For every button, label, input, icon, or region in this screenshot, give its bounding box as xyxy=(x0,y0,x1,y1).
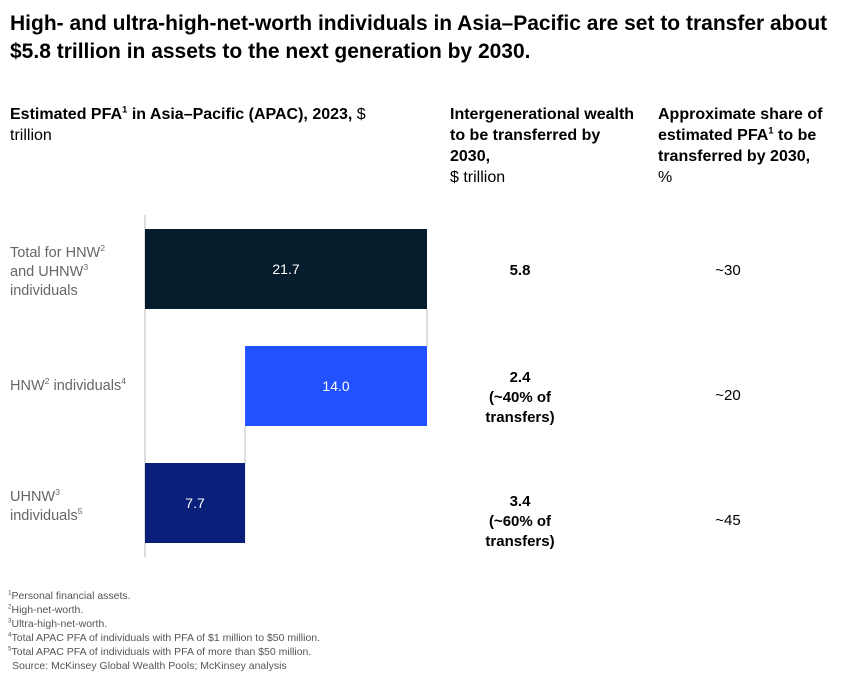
row-label-uhnw-a: UHNW xyxy=(10,489,56,505)
footnote-5-text: Total APAC PFA of individuals with PFA o… xyxy=(11,646,312,658)
header-pfa-unit: $ trillion xyxy=(10,106,366,144)
header-transfer-text: Intergenerational wealth to be transferr… xyxy=(450,106,635,165)
bar-value-label-uhnw: 7.7 xyxy=(185,495,205,511)
header-pfa-footnote-ref: 1 xyxy=(122,104,128,116)
footnote-4-marker: 4 xyxy=(8,631,12,639)
row-label-uhnw-sup-a: 3 xyxy=(55,487,60,498)
header-pfa-text-b: in Asia–Pacific (APAC), 2023, xyxy=(127,106,353,123)
header-share-text-b: to be transferred by 2030, xyxy=(658,127,817,165)
row-label-hnw-a: HNW xyxy=(10,378,45,394)
row-label-uhnw-sup-b: 5 xyxy=(77,506,83,517)
footnote-1-text: Personal financial assets. xyxy=(11,590,131,602)
bar-hnw xyxy=(245,346,427,426)
row-label-total: Total for HNW2 and UHNW3 individuals xyxy=(10,244,140,301)
row-label-total-b: and UHNW xyxy=(10,264,84,280)
transfer-hnw-line-2: (~40% of xyxy=(488,389,552,406)
footnote-2-marker: 2 xyxy=(8,603,12,611)
bar-uhnw xyxy=(145,463,246,543)
footnote-1-marker: 1 xyxy=(8,589,12,597)
transfer-hnw-line-3: transfers) xyxy=(485,409,555,426)
footnote-3: 3Ultra-high-net-worth. xyxy=(8,617,808,631)
transfer-uhnw-line-2: (~60% of xyxy=(488,513,552,530)
row-label-total-a: Total for HNW xyxy=(10,245,101,261)
footnote-4: 4Total APAC PFA of individuals with PFA … xyxy=(8,631,808,645)
row-label-total-c: individuals xyxy=(10,283,78,299)
chart-title: High- and ultra-high-net-worth individua… xyxy=(10,12,828,63)
header-share-text-a: Approximate share of estimated PFA xyxy=(658,106,823,144)
transfer-uhnw-line-1: 3.4 xyxy=(509,493,531,510)
row-label-total-sup-a: 2 xyxy=(100,243,106,254)
bar-value-label-total: 21.7 xyxy=(272,261,299,277)
header-transfer-unit: $ trillion xyxy=(450,169,506,186)
header-pfa-text-a: Estimated PFA xyxy=(10,106,123,123)
row-label-hnw-sup-b: 4 xyxy=(121,376,127,387)
footnote-2-text: High-net-worth. xyxy=(11,604,84,616)
transfer-value-total: 5.8 xyxy=(440,261,600,281)
row-label-hnw-sup-a: 2 xyxy=(44,376,50,387)
share-value-uhnw: ~45 xyxy=(715,512,741,529)
share-value-hnw: ~20 xyxy=(715,387,741,404)
footnote-3-marker: 3 xyxy=(8,617,12,625)
share-value-total: ~30 xyxy=(715,262,741,279)
footnote-5: 5Total APAC PFA of individuals with PFA … xyxy=(8,645,808,659)
row-label-uhnw: UHNW3 individuals5 xyxy=(10,488,140,526)
footnotes: 1Personal financial assets. 2High-net-wo… xyxy=(8,589,808,673)
row-label-hnw-b: individuals xyxy=(49,378,122,394)
transfer-value-hnw: 2.4 (~40% of transfers) xyxy=(440,368,600,428)
row-label-hnw: HNW2 individuals4 xyxy=(10,377,140,396)
footnote-4-text: Total APAC PFA of individuals with PFA o… xyxy=(11,632,321,644)
column-header-share: Approximate share of estimated PFA1 to b… xyxy=(658,104,843,188)
transfer-hnw-line-1: 2.4 xyxy=(509,369,531,386)
bar-total xyxy=(145,229,427,309)
transfer-value-uhnw: 3.4 (~60% of transfers) xyxy=(440,492,600,552)
footnote-3-text: Ultra-high-net-worth. xyxy=(11,618,108,630)
bar-value-label-hnw: 14.0 xyxy=(322,378,349,394)
footnote-2: 2High-net-worth. xyxy=(8,603,808,617)
header-share-unit: % xyxy=(658,169,673,186)
header-share-footnote-ref: 1 xyxy=(768,125,774,137)
row-label-total-sup-b: 3 xyxy=(83,262,89,273)
transfer-uhnw-line-3: transfers) xyxy=(485,533,555,550)
source-note: Source: McKinsey Global Wealth Pools; Mc… xyxy=(12,660,287,672)
column-header-transfer: Intergenerational wealth to be transferr… xyxy=(450,104,640,188)
transfer-total-line-1: 5.8 xyxy=(509,262,531,279)
footnote-1: 1Personal financial assets. xyxy=(8,589,808,603)
footnote-5-marker: 5 xyxy=(8,645,12,653)
row-label-uhnw-b: individuals xyxy=(10,508,78,524)
column-header-pfa: Estimated PFA1 in Asia–Pacific (APAC), 2… xyxy=(10,104,370,146)
